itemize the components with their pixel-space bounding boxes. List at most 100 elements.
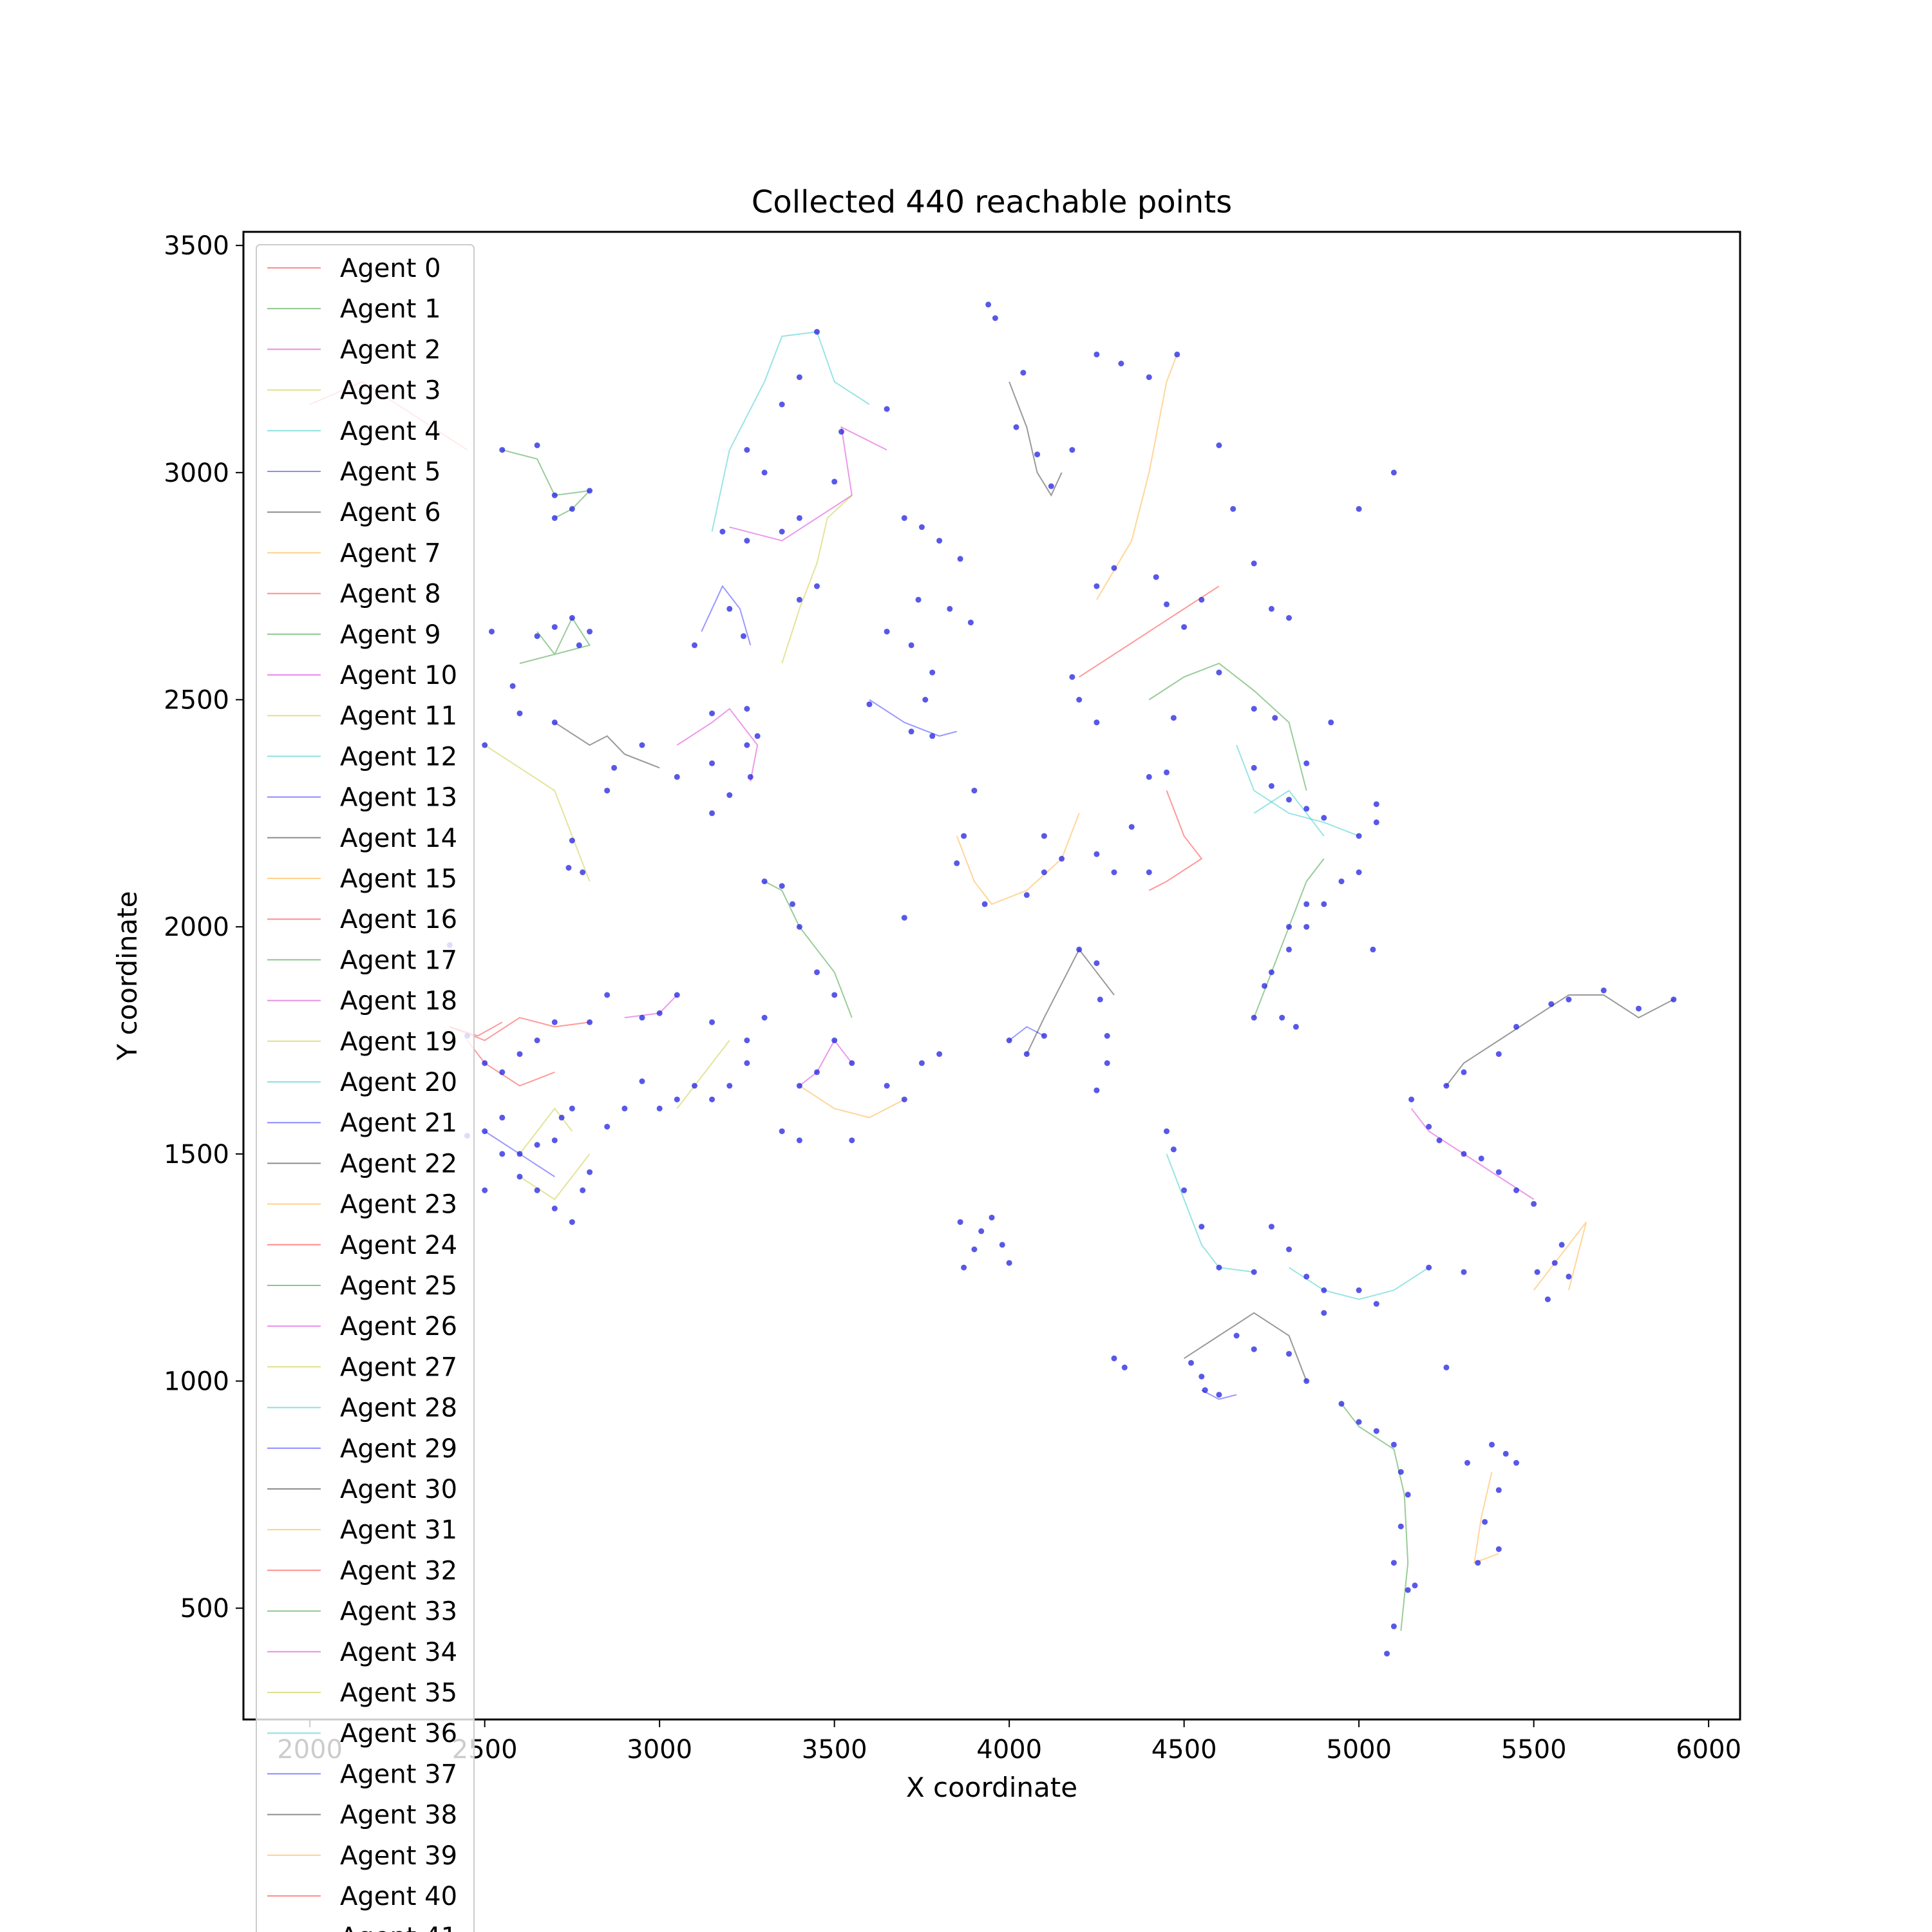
- reachable-point: [796, 1137, 802, 1144]
- reachable-point: [639, 742, 645, 748]
- reachable-point: [1023, 892, 1030, 898]
- reachable-point: [1544, 1296, 1551, 1303]
- y-axis-label: Y coordinate: [111, 891, 143, 1061]
- legend-entry: Agent 9: [340, 620, 441, 650]
- reachable-point: [534, 442, 540, 448]
- reachable-point: [576, 642, 582, 649]
- reachable-point: [1128, 824, 1135, 830]
- legend-entry: Agent 1: [340, 294, 441, 324]
- reachable-point: [744, 447, 750, 453]
- reachable-point: [929, 669, 936, 676]
- reachable-point: [1094, 1087, 1100, 1094]
- reachable-point: [936, 538, 943, 544]
- legend-entry: Agent 11: [340, 701, 457, 731]
- reachable-point: [656, 1010, 663, 1016]
- reachable-point: [1104, 1060, 1110, 1066]
- reachable-point: [978, 1228, 985, 1235]
- agent-32-trajectory: [466, 1039, 555, 1087]
- y-tick-label: 3500: [164, 231, 229, 261]
- agent-5-trajectory: [701, 585, 752, 646]
- reachable-point: [1461, 1269, 1467, 1275]
- reachable-point: [726, 605, 733, 612]
- reachable-point: [1495, 1487, 1502, 1493]
- agent-23-trajectory: [799, 1085, 905, 1119]
- reachable-point: [918, 1060, 925, 1066]
- reachable-point: [534, 1142, 540, 1148]
- reachable-point: [551, 1206, 558, 1211]
- reachable-point: [558, 1114, 565, 1121]
- reachable-point: [831, 478, 838, 485]
- legend-entry: Agent 38: [340, 1801, 457, 1830]
- reachable-point: [747, 773, 753, 780]
- reachable-point: [1373, 1301, 1379, 1307]
- reachable-point: [1041, 833, 1047, 839]
- y-axis: 500 1000 1500 2000 2500 3000 3500: [164, 231, 243, 1624]
- legend-box: [256, 244, 475, 1932]
- y-tick-label: 500: [180, 1594, 229, 1624]
- reachable-point: [922, 697, 929, 703]
- reachable-point: [849, 1137, 855, 1144]
- reachable-point: [1216, 1264, 1222, 1271]
- reachable-point: [1146, 773, 1152, 780]
- legend: Agent 0 Agent 1 Agent 2 Agent 3 Agent 4 Agent…: [256, 244, 475, 1932]
- agent-trajectories: [309, 331, 1674, 1631]
- reachable-point: [1069, 674, 1075, 680]
- legend-entry: Agent 25: [340, 1271, 457, 1301]
- reachable-point: [1020, 370, 1027, 376]
- reachable-point: [674, 773, 680, 780]
- reachable-point: [1286, 1246, 1292, 1253]
- reachable-point: [516, 1051, 523, 1057]
- reachable-point: [1286, 946, 1292, 952]
- reachable-point: [1076, 697, 1083, 703]
- x-tick-label: 3000: [627, 1735, 692, 1765]
- y-tick-label: 2500: [164, 686, 229, 715]
- x-tick-label: 5500: [1501, 1735, 1567, 1765]
- reachable-point: [1251, 1346, 1257, 1352]
- reachable-point: [1268, 605, 1274, 612]
- reachable-point: [1146, 869, 1152, 875]
- agent-10-trajectory: [676, 708, 759, 782]
- reachable-point: [587, 629, 593, 635]
- legend-entry: Agent 30: [340, 1475, 457, 1504]
- legend-entry: Agent 36: [340, 1719, 457, 1748]
- x-axis-label: X coordinate: [906, 1772, 1077, 1803]
- reachable-point: [796, 923, 802, 930]
- legend-entry: Agent 27: [340, 1352, 457, 1382]
- reachable-point: [918, 524, 925, 530]
- reachable-point: [981, 901, 988, 907]
- reachable-point: [1405, 1492, 1411, 1498]
- reachable-point: [692, 642, 697, 649]
- reachable-point: [1303, 1378, 1310, 1384]
- legend-entry: Agent 29: [340, 1434, 457, 1464]
- reachable-point: [1328, 719, 1334, 726]
- reachable-point: [936, 1051, 943, 1057]
- reachable-point: [726, 1083, 733, 1089]
- legend-entry: Agent 34: [340, 1638, 457, 1667]
- reachable-point: [580, 869, 586, 875]
- reachable-point: [534, 633, 540, 639]
- reachable-point: [1188, 1359, 1194, 1366]
- agent-17-trajectory: [1148, 662, 1307, 791]
- reachable-point: [1436, 1137, 1443, 1144]
- reachable-point: [516, 710, 523, 717]
- reachable-point: [744, 538, 750, 544]
- reachable-point: [1034, 451, 1041, 458]
- reachable-point: [1286, 615, 1292, 621]
- reachable-point: [1251, 706, 1257, 712]
- reachable-point: [1566, 996, 1572, 1003]
- reachable-point: [1233, 1332, 1240, 1339]
- reachable-point: [604, 992, 611, 998]
- reachable-point: [1094, 351, 1100, 357]
- reachable-point: [516, 1173, 523, 1180]
- agent-27-trajectory: [519, 1107, 573, 1155]
- reachable-point: [1397, 1523, 1404, 1530]
- agent-4-trajectory: [711, 331, 870, 532]
- reachable-point: [1390, 1623, 1397, 1629]
- agent-28-trajectory: [1288, 1267, 1430, 1300]
- reachable-point: [656, 1105, 663, 1112]
- reachable-point: [499, 1114, 506, 1121]
- x-tick-label: 3500: [802, 1735, 867, 1765]
- reachable-point: [1566, 1273, 1572, 1280]
- legend-entry: Agent 14: [340, 824, 457, 853]
- legend-entry: Agent 16: [340, 905, 457, 934]
